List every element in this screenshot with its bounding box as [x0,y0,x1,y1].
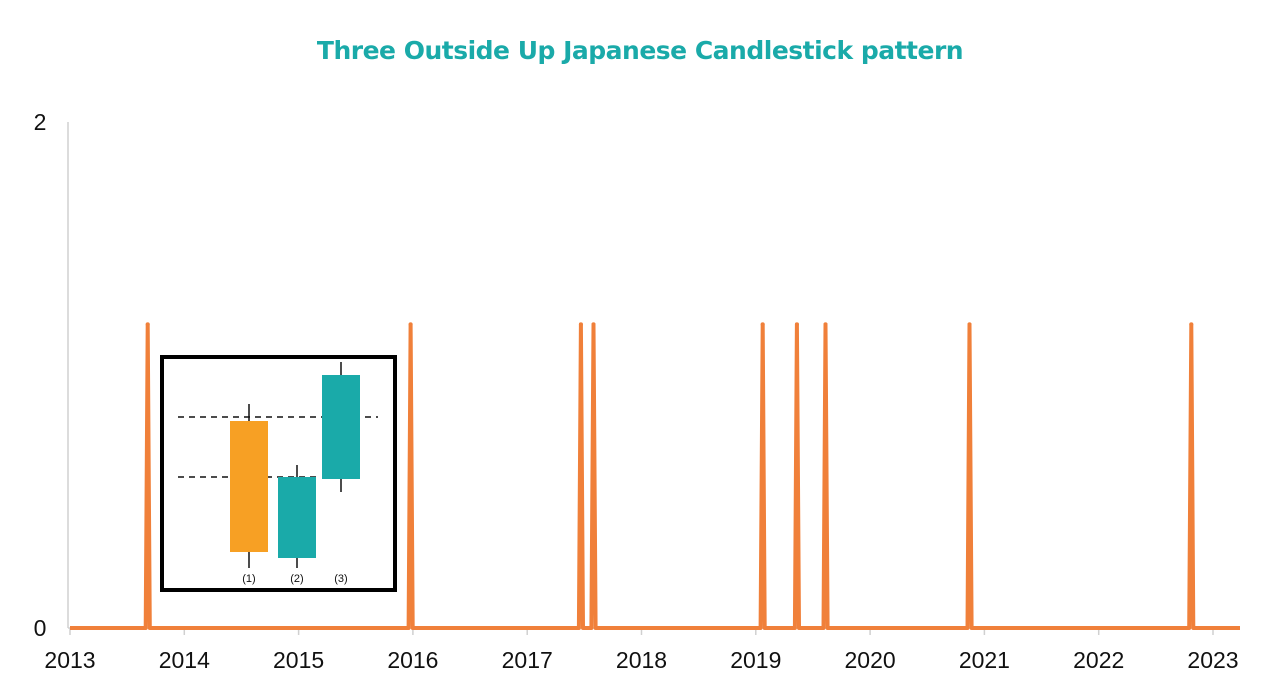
inset-candle-label: (1) [242,573,255,585]
y-tick-label: 0 [34,615,47,641]
candle-1-body [230,421,268,552]
candle-3-body [322,375,360,479]
inset-candle-label: (3) [334,573,347,585]
y-ticks: 02 [34,109,47,641]
x-tick-label: 2022 [1073,647,1124,673]
inset-candle-label: (2) [290,573,303,585]
x-ticks: 2013 2014 2015 2016 2017 2018 2019 2020 2021 2022… [44,628,1239,673]
candle-2-body [278,477,316,558]
x-tick-label: 2018 [616,647,667,673]
x-tick-label: 2015 [273,647,324,673]
x-tick-label: 2013 [44,647,95,673]
x-tick-label: 2023 [1187,647,1238,673]
x-tick-label: 2016 [387,647,438,673]
x-tick-label: 2014 [159,647,210,673]
y-tick-label: 2 [34,109,47,135]
chart-title: Three Outside Up Japanese Candlestick pa… [316,36,964,65]
x-tick-label: 2017 [502,647,553,673]
pattern-inset: (1) (2) (3) [160,355,397,592]
x-tick-label: 2019 [730,647,781,673]
x-tick-label: 2020 [845,647,896,673]
x-tick-label: 2021 [959,647,1010,673]
